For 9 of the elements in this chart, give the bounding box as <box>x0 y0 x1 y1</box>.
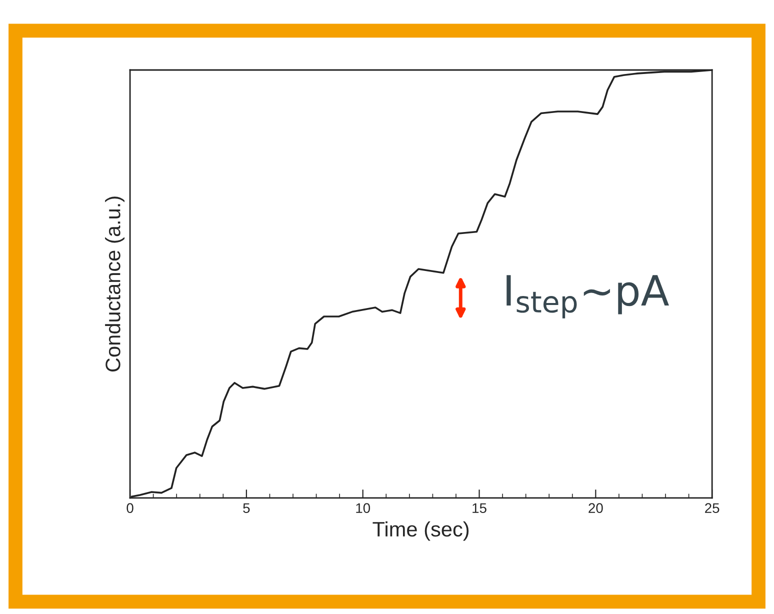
annotation: I$_{step}$∼pA <box>506 275 669 318</box>
x-tick-label: 10 <box>356 503 370 514</box>
x-tick-label: 5 <box>243 503 250 514</box>
x-tick-label: 20 <box>588 503 603 514</box>
x-tick-label: 15 <box>472 503 486 514</box>
y-axis-title: Conductance (a.u.) <box>105 196 124 372</box>
x-tick-label: 25 <box>705 503 720 514</box>
x-tick-label: 0 <box>126 503 134 514</box>
x-axis-title: Time (sec) <box>372 521 469 541</box>
